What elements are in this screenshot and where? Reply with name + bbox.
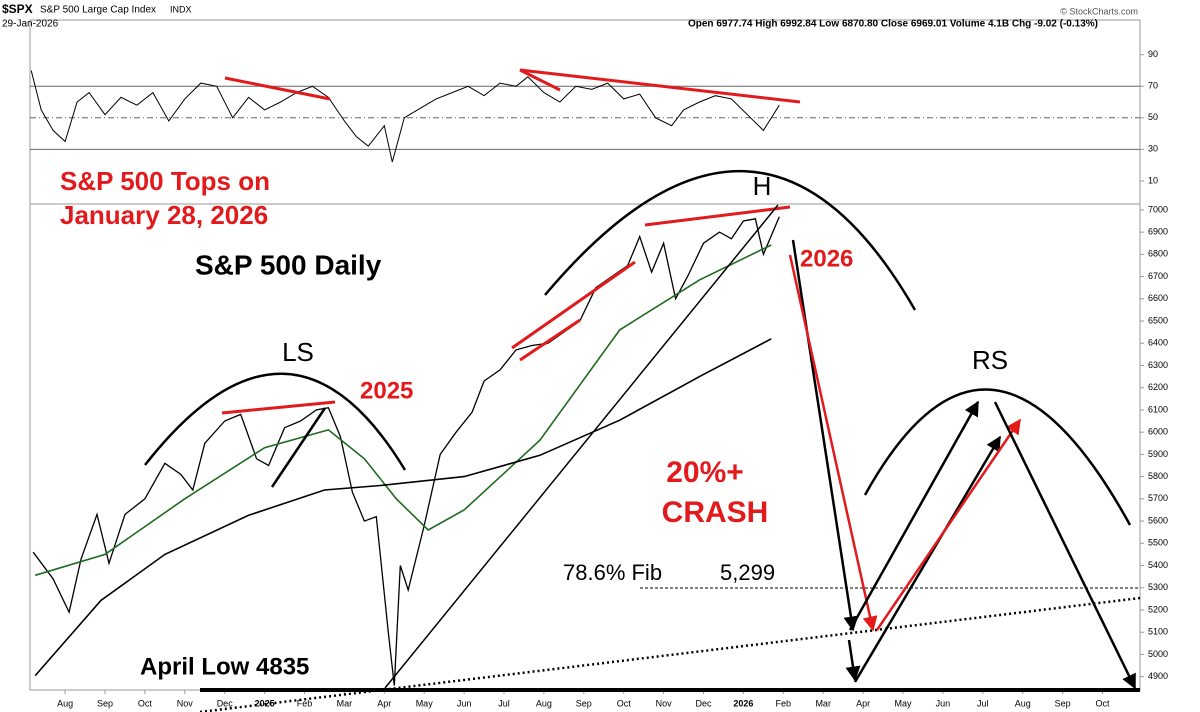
series-line — [34, 244, 772, 577]
ls-arc — [144, 372, 407, 471]
y-tick-label: 5600 — [1148, 515, 1168, 525]
date: 29-Jan-2026 — [2, 19, 59, 30]
x-tick-label: Jul — [977, 698, 989, 708]
series-line — [34, 338, 772, 677]
y-tick-label: 4900 — [1148, 671, 1168, 681]
annotation: S&P 500 Daily — [195, 249, 382, 280]
rsi-trend — [224, 76, 331, 101]
y-tick-label: 6100 — [1148, 404, 1168, 414]
rsi-line — [30, 70, 780, 163]
arrow — [875, 418, 1022, 631]
y-tick-label: 6400 — [1148, 338, 1168, 348]
trend-line — [221, 400, 336, 415]
arrow — [853, 435, 1002, 683]
annotation: January 28, 2026 — [60, 200, 268, 230]
rsi-tick-label: 30 — [1148, 144, 1158, 154]
rsi-tick-label: 10 — [1148, 175, 1158, 185]
rsi-tick-label: 70 — [1148, 81, 1158, 91]
arrow — [788, 254, 878, 632]
rsi-trend — [519, 68, 801, 104]
y-tick-label: 5800 — [1148, 471, 1168, 481]
rs-arc — [863, 388, 1132, 526]
trend-line — [644, 205, 791, 227]
y-tick-label: 5500 — [1148, 538, 1168, 548]
arrow — [845, 639, 861, 682]
trend-line — [384, 204, 779, 689]
x-tick-label: Dec — [695, 698, 712, 708]
trend-line — [519, 318, 581, 362]
h-arc — [544, 170, 917, 311]
x-tick-label: Apr — [377, 698, 391, 708]
y-tick-label: 6200 — [1148, 382, 1168, 392]
y-tick-label: 6700 — [1148, 271, 1168, 281]
plot-area: 4900 5000 5100 5200 5300 5400 5500 5600 5700 5800… — [30, 49, 1168, 708]
x-tick-label: Oct — [1095, 698, 1110, 708]
dotted-trend — [199, 596, 1141, 712]
x-tick-label: Feb — [297, 698, 313, 708]
annotation: April Low 4835 — [140, 653, 309, 680]
x-tick-label: Oct — [617, 698, 632, 708]
x-tick-label: Sep — [576, 698, 592, 708]
x-tick-label: 2026 — [733, 698, 753, 708]
y-tick-label: 5100 — [1148, 627, 1168, 637]
x-tick-label: Sep — [97, 698, 113, 708]
annotation: 78.6% Fib — [563, 560, 662, 585]
rsi-tick-label: 50 — [1148, 112, 1158, 122]
annotation: LS — [282, 337, 314, 367]
index-name: S&P 500 Large Cap Index — [40, 5, 156, 16]
y-tick-label: 6500 — [1148, 315, 1168, 325]
x-tick-label: May — [894, 698, 912, 708]
x-tick-label: Jun — [936, 698, 951, 708]
annotation: 2025 — [360, 377, 413, 404]
x-tick-label: Nov — [177, 698, 194, 708]
annotations — [144, 68, 1141, 712]
arrow — [993, 401, 1137, 690]
arrow — [848, 400, 980, 631]
x-tick-label: Dec — [217, 698, 234, 708]
x-tick-label: Aug — [536, 698, 552, 708]
y-tick-label: 5000 — [1148, 649, 1168, 659]
y-tick-label: 5300 — [1148, 582, 1168, 592]
x-tick-label: Mar — [815, 698, 831, 708]
y-tick-label: 5700 — [1148, 493, 1168, 503]
y-tick-label: 6300 — [1148, 360, 1168, 370]
x-tick-label: Aug — [1015, 698, 1031, 708]
x-tick-label: Oct — [138, 698, 153, 708]
x-tick-label: Aug — [57, 698, 73, 708]
x-tick-label: May — [416, 698, 434, 708]
x-tick-label: Jul — [498, 698, 510, 708]
y-tick-label: 5400 — [1148, 560, 1168, 570]
annotation: S&P 500 Tops on — [60, 166, 270, 196]
y-tick-label: 6600 — [1148, 293, 1168, 303]
trend-line — [511, 260, 636, 350]
credit: © StockCharts.com — [1060, 6, 1138, 16]
trend-line — [270, 407, 327, 488]
x-tick-label: Jun — [457, 698, 472, 708]
series-line — [32, 216, 780, 686]
x-tick-label: Apr — [856, 698, 870, 708]
annotation: 20%+ — [666, 456, 744, 489]
x-tick-label: Mar — [337, 698, 353, 708]
rsi-tick-label: 90 — [1148, 49, 1158, 59]
y-tick-label: 7000 — [1148, 204, 1168, 214]
annotation: 2026 — [800, 245, 853, 272]
exchange: INDX — [170, 4, 192, 14]
annotation: H — [753, 171, 772, 201]
quote: Open 6977.74 High 6992.84 Low 6870.80 Cl… — [688, 19, 1098, 30]
arrow — [791, 239, 859, 632]
y-tick-label: 6800 — [1148, 249, 1168, 259]
symbol: $SPX — [2, 2, 33, 16]
y-tick-label: 6900 — [1148, 226, 1168, 236]
x-tick-label: Nov — [656, 698, 673, 708]
annotation: CRASH — [662, 496, 769, 529]
y-tick-label: 5900 — [1148, 449, 1168, 459]
rsi-trend — [519, 68, 561, 92]
y-tick-label: 6000 — [1148, 427, 1168, 437]
annotation: RS — [972, 345, 1008, 375]
x-tick-label: Sep — [1055, 698, 1071, 708]
annotation: 5,299 — [720, 560, 775, 585]
x-tick-label: Feb — [776, 698, 792, 708]
y-tick-label: 5200 — [1148, 604, 1168, 614]
